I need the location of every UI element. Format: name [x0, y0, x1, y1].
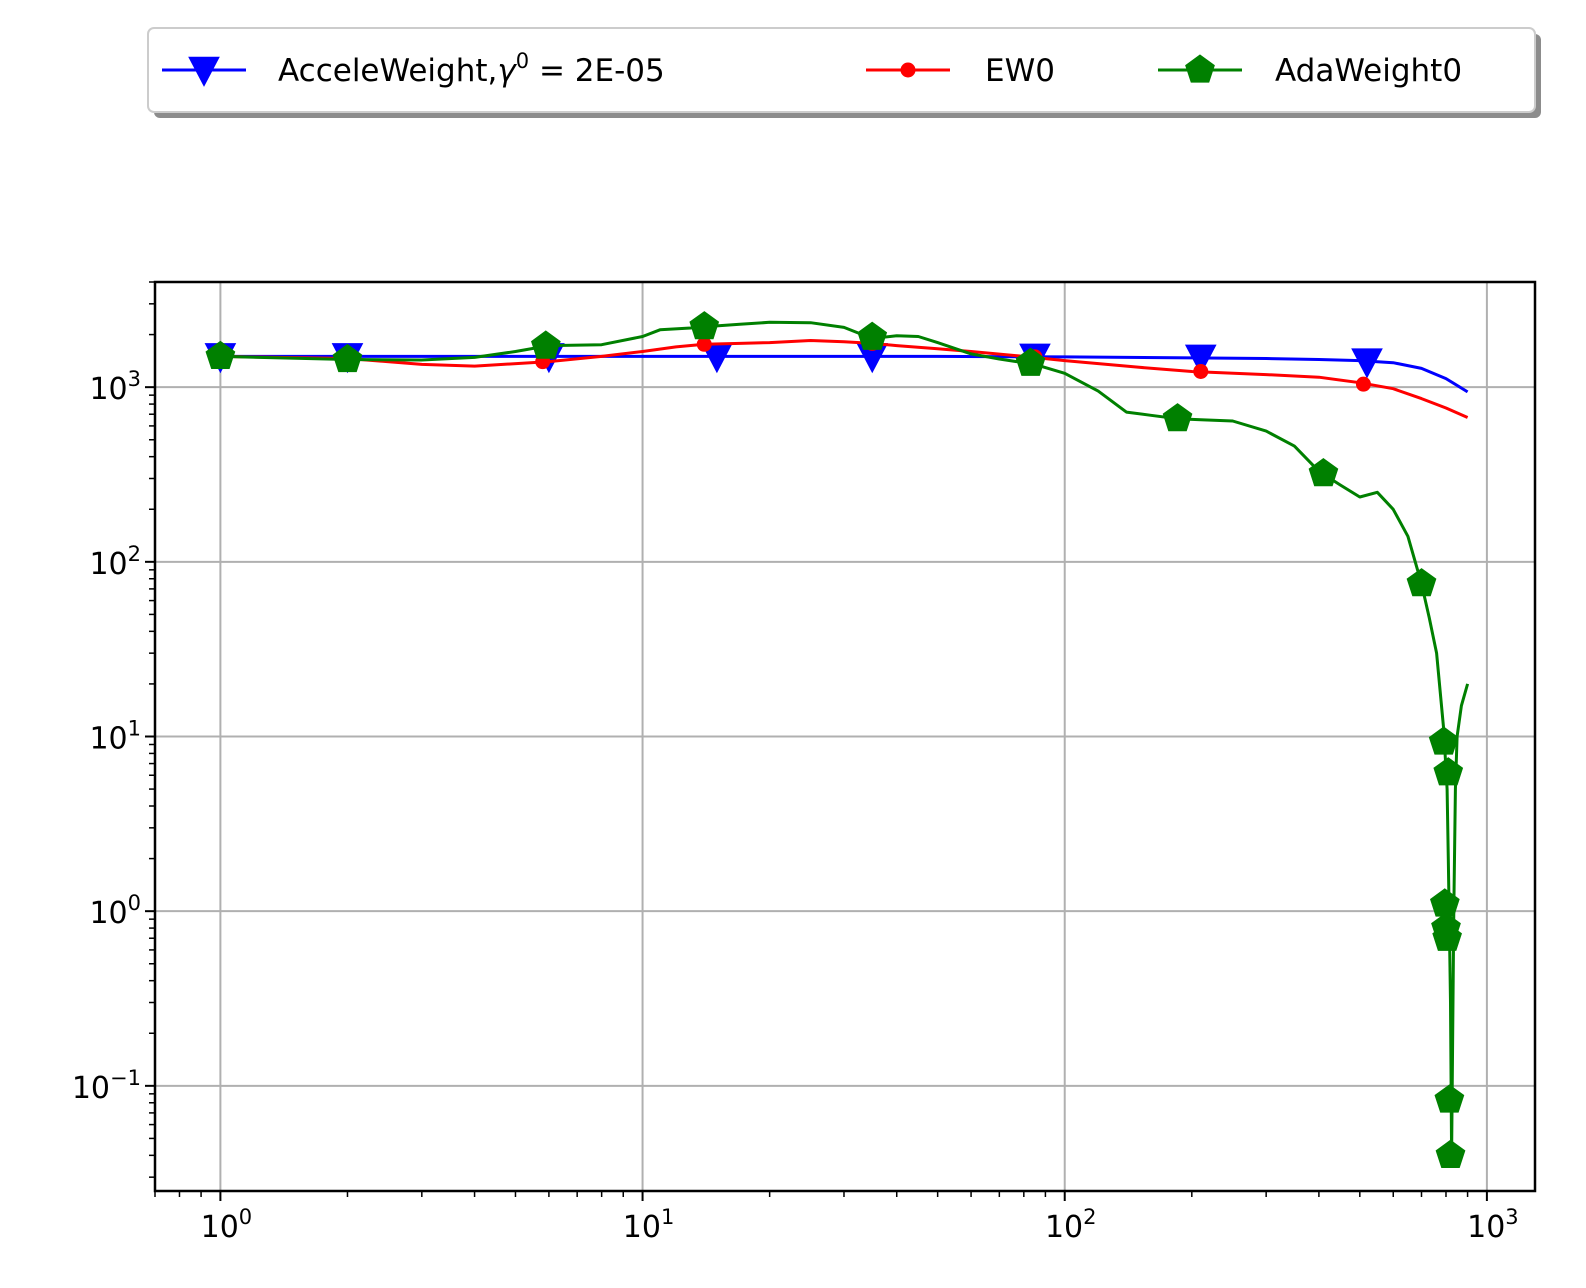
data-point-marker: [1406, 568, 1437, 597]
y-tick-label-exponent: −1: [110, 1066, 141, 1090]
x-tick-label-base: 10: [1045, 1210, 1083, 1245]
y-tick-label-exponent: 1: [128, 717, 141, 741]
legend-label: EW0: [985, 53, 1055, 89]
grid: [155, 282, 1535, 1191]
data-point-marker: [1184, 344, 1217, 375]
y-tick-label: 101: [89, 717, 141, 757]
data-point-marker: [900, 62, 916, 78]
x-tick-label-exponent: 2: [1083, 1205, 1096, 1229]
x-tick-label-base: 10: [201, 1210, 239, 1245]
y-tick-label-exponent: 3: [128, 367, 141, 391]
y-tick-label: 100: [89, 891, 141, 931]
series-layer: [204, 311, 1470, 1168]
x-tick-label-base: 10: [623, 1210, 661, 1245]
data-point-marker: [1193, 363, 1209, 379]
x-tick-label: 101: [623, 1205, 675, 1245]
legend: AcceleWeight,γ0 = 2E-05 EW0 AdaWeight0: [147, 27, 1541, 118]
data-point-marker: [188, 56, 220, 87]
legend-label-symbol: γ: [497, 53, 517, 89]
legend-entry-2: EW0: [866, 53, 1055, 89]
x-tick-label: 100: [201, 1205, 253, 1245]
data-point-marker: [1428, 726, 1459, 755]
legend-label-prefix: AcceleWeight,: [278, 53, 497, 89]
data-point-marker: [205, 340, 236, 369]
y-tick-label-base: 10: [89, 722, 127, 757]
legend-label: AcceleWeight,γ0 = 2E-05: [278, 49, 665, 89]
data-point-marker: [689, 311, 720, 340]
series-line: [220, 354, 1469, 394]
y-tick-label: 102: [89, 542, 141, 582]
x-tick-label-exponent: 1: [661, 1205, 674, 1229]
legend-label-superscript: 0: [516, 49, 529, 73]
y-tick-label-base: 10: [72, 1071, 110, 1106]
series-line: [220, 339, 1469, 419]
y-tick-label-base: 10: [89, 896, 127, 931]
data-point-marker: [1432, 922, 1462, 951]
data-point-marker: [1433, 757, 1464, 786]
x-tick-label: 103: [1467, 1205, 1519, 1245]
data-point-marker: [857, 321, 888, 350]
x-tick-label-exponent: 0: [239, 1205, 252, 1229]
x-tick-label-base: 10: [1467, 1210, 1505, 1245]
legend-frame: [147, 27, 1536, 113]
y-tick-label: 10−1: [72, 1066, 141, 1106]
legend-label-suffix: = 2E-05: [529, 53, 665, 89]
y-tick-label-exponent: 0: [128, 891, 141, 915]
y-tick-label-base: 10: [89, 547, 127, 582]
data-point-marker: [1308, 457, 1339, 487]
data-point-marker: [332, 343, 363, 373]
series-3: [205, 311, 1470, 1168]
y-tick-label-exponent: 2: [128, 542, 141, 566]
x-tick-label-exponent: 3: [1505, 1205, 1518, 1229]
legend-entry-1: AcceleWeight,γ0 = 2E-05: [162, 49, 665, 89]
x-tick-label: 102: [1045, 1205, 1097, 1245]
data-point-marker: [1434, 1084, 1465, 1113]
legend-label: AdaWeight0: [1275, 53, 1462, 89]
y-tick-label-base: 10: [89, 372, 127, 407]
data-point-marker: [1355, 376, 1371, 392]
data-point-marker: [531, 330, 561, 359]
data-point-marker: [1015, 347, 1046, 376]
data-point-marker: [1435, 1139, 1466, 1168]
data-point-marker: [1351, 348, 1383, 379]
data-point-marker: [1185, 54, 1215, 83]
data-point-marker: [696, 336, 712, 352]
y-tick-label: 103: [89, 367, 141, 407]
data-point-marker: [1162, 403, 1193, 432]
legend-entry-3: AdaWeight0: [1158, 53, 1462, 89]
